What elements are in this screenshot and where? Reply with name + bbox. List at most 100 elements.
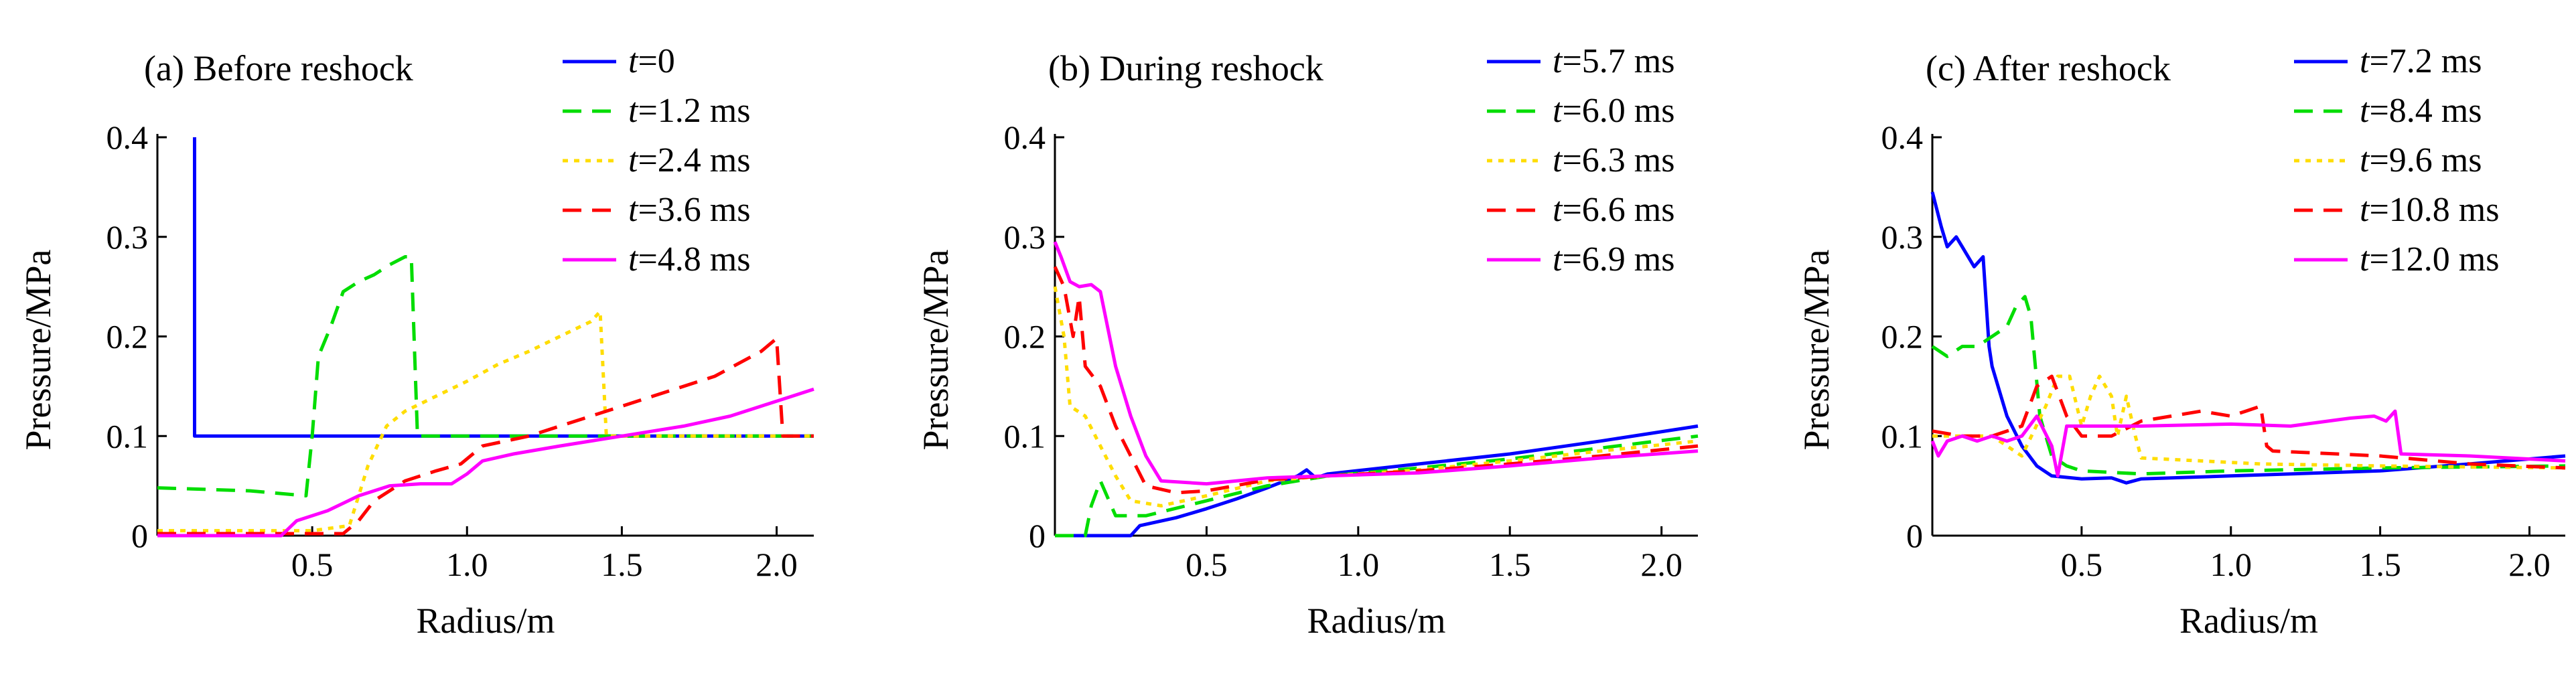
legend-var: t <box>2360 240 2370 279</box>
legend-entry: t=4.8 ms <box>628 240 750 279</box>
legend-value: 8.4 ms <box>2389 92 2482 130</box>
x-tick-label: 2.0 <box>2508 546 2551 583</box>
series-line-4 <box>157 337 814 536</box>
series-line-2 <box>157 255 814 497</box>
legend-value: 2.4 ms <box>658 141 751 179</box>
legend-eq: = <box>2369 240 2388 279</box>
y-tick-label: 0.4 <box>1004 119 1046 156</box>
legend-value: 10.8 ms <box>2389 191 2500 229</box>
x-axis-label: Radius/m <box>2179 601 2318 641</box>
x-tick-label: 0.5 <box>1186 546 1228 583</box>
legend-eq: = <box>1562 141 1581 179</box>
series-line-1 <box>1930 191 2566 485</box>
legend-eq: = <box>2369 42 2388 80</box>
y-tick-label: 0.3 <box>106 218 149 256</box>
panel-c: (c) After reshock 0 0.1 0.2 0.3 0.4 0.5 1.0 1.5 2… <box>1796 42 2566 641</box>
legend-var: t <box>2360 191 2370 229</box>
x-tick-label: 0.5 <box>2061 546 2103 583</box>
series-line-1 <box>193 137 814 438</box>
y-axis-label: Pressure/MPa <box>18 249 58 450</box>
series-line-4 <box>1932 374 2566 470</box>
x-tick-label: 1.0 <box>446 546 488 583</box>
y-tick-label: 0.1 <box>1004 417 1046 455</box>
legend-eq: = <box>638 92 657 130</box>
legend-value: 9.6 ms <box>2389 141 2482 179</box>
legend-entry: t=7.2 ms <box>2360 42 2482 80</box>
series-line-2 <box>1931 295 2566 476</box>
legend-entry: t=10.8 ms <box>2360 191 2499 229</box>
legend-var: t <box>1553 240 1563 279</box>
legend-entry: t=8.4 ms <box>2360 92 2482 130</box>
legend-var: t <box>1553 92 1563 130</box>
y-tick-label: 0.4 <box>106 119 149 156</box>
y-tick-label: 0 <box>1029 517 1046 554</box>
y-tick-label: 0.2 <box>106 318 149 356</box>
series-line-4 <box>1053 266 1699 495</box>
series-line-5 <box>1053 241 1699 486</box>
legend-var: t <box>2360 141 2370 179</box>
y-tick-label: 0.4 <box>1881 119 1924 156</box>
legend-entry: t=6.6 ms <box>1553 191 1674 229</box>
legend-value: 1.2 ms <box>658 92 751 130</box>
legend-eq: = <box>1562 42 1581 80</box>
legend-entry: t=2.4 ms <box>628 141 750 179</box>
legend-eq: = <box>2369 141 2388 179</box>
legend-entry: t=12.0 ms <box>2360 240 2499 279</box>
x-axis-label: Radius/m <box>1307 601 1445 641</box>
y-tick-label: 0.2 <box>1004 318 1046 356</box>
series-line-3 <box>157 309 814 533</box>
legend-var: t <box>1553 141 1563 179</box>
series-line-1 <box>1055 424 1699 538</box>
x-tick-label: 0.5 <box>291 546 334 583</box>
legend-entry: t=0 <box>628 42 675 80</box>
legend-var: t <box>2360 92 2370 130</box>
legend-eq: = <box>2369 191 2388 229</box>
legend-eq: = <box>2369 92 2388 130</box>
chart-title: (b) During reshock <box>1048 48 1323 88</box>
legend-eq: = <box>1562 240 1581 279</box>
legend-entry: t=6.9 ms <box>1553 240 1674 279</box>
legend-var: t <box>628 240 639 279</box>
legend-entry: t=3.6 ms <box>628 191 750 229</box>
legend-eq: = <box>1562 191 1581 229</box>
legend-eq: = <box>1562 92 1581 130</box>
y-tick-label: 0.1 <box>1881 417 1924 455</box>
legend-entry: t=5.7 ms <box>1553 42 1674 80</box>
legend-value: 6.9 ms <box>1582 240 1675 279</box>
y-tick-label: 0.3 <box>1881 218 1924 256</box>
y-tick-label: 0.1 <box>106 417 149 455</box>
x-axis-label: Radius/m <box>416 601 555 641</box>
legend-entry: t=9.6 ms <box>2360 141 2482 179</box>
legend-var: t <box>1553 191 1563 229</box>
x-tick-label: 2.0 <box>756 546 798 583</box>
x-tick-label: 1.0 <box>2210 546 2252 583</box>
series-line-2 <box>1055 434 1699 538</box>
legend-var: t <box>628 42 639 80</box>
x-tick-label: 2.0 <box>1640 546 1683 583</box>
legend-entry: t=6.3 ms <box>1553 141 1674 179</box>
legend-value: 0 <box>658 42 675 80</box>
legend-var: t <box>2360 42 2370 80</box>
chart-title: (a) Before reshock <box>144 48 413 88</box>
x-tick-label: 1.5 <box>601 546 643 583</box>
legend-value: 12.0 ms <box>2389 240 2500 279</box>
legend-entry: t=1.2 ms <box>628 92 750 130</box>
panel-b: (b) During reshock 0 0.1 0.2 0.3 0.4 0.5 1.0 1.5… <box>916 42 1699 641</box>
legend-value: 5.7 ms <box>1582 42 1675 80</box>
legend-eq: = <box>638 42 657 80</box>
legend-entry: t=6.0 ms <box>1553 92 1674 130</box>
legend-value: 6.6 ms <box>1582 191 1675 229</box>
y-axis-label: Pressure/MPa <box>916 249 956 450</box>
legend-value: 6.0 ms <box>1582 92 1675 130</box>
legend-var: t <box>628 141 639 179</box>
x-tick-label: 1.0 <box>1338 546 1380 583</box>
panel-a: (a) Before reshock 0 0.1 0.2 0.3 0.4 0.5 1.0 1.5… <box>18 42 814 641</box>
series-line-3 <box>1932 374 2566 470</box>
legend-var: t <box>628 92 639 130</box>
x-tick-label: 1.5 <box>1489 546 1531 583</box>
legend-value: 6.3 ms <box>1582 141 1675 179</box>
legend-var: t <box>628 191 639 229</box>
y-tick-label: 0.2 <box>1881 318 1924 356</box>
